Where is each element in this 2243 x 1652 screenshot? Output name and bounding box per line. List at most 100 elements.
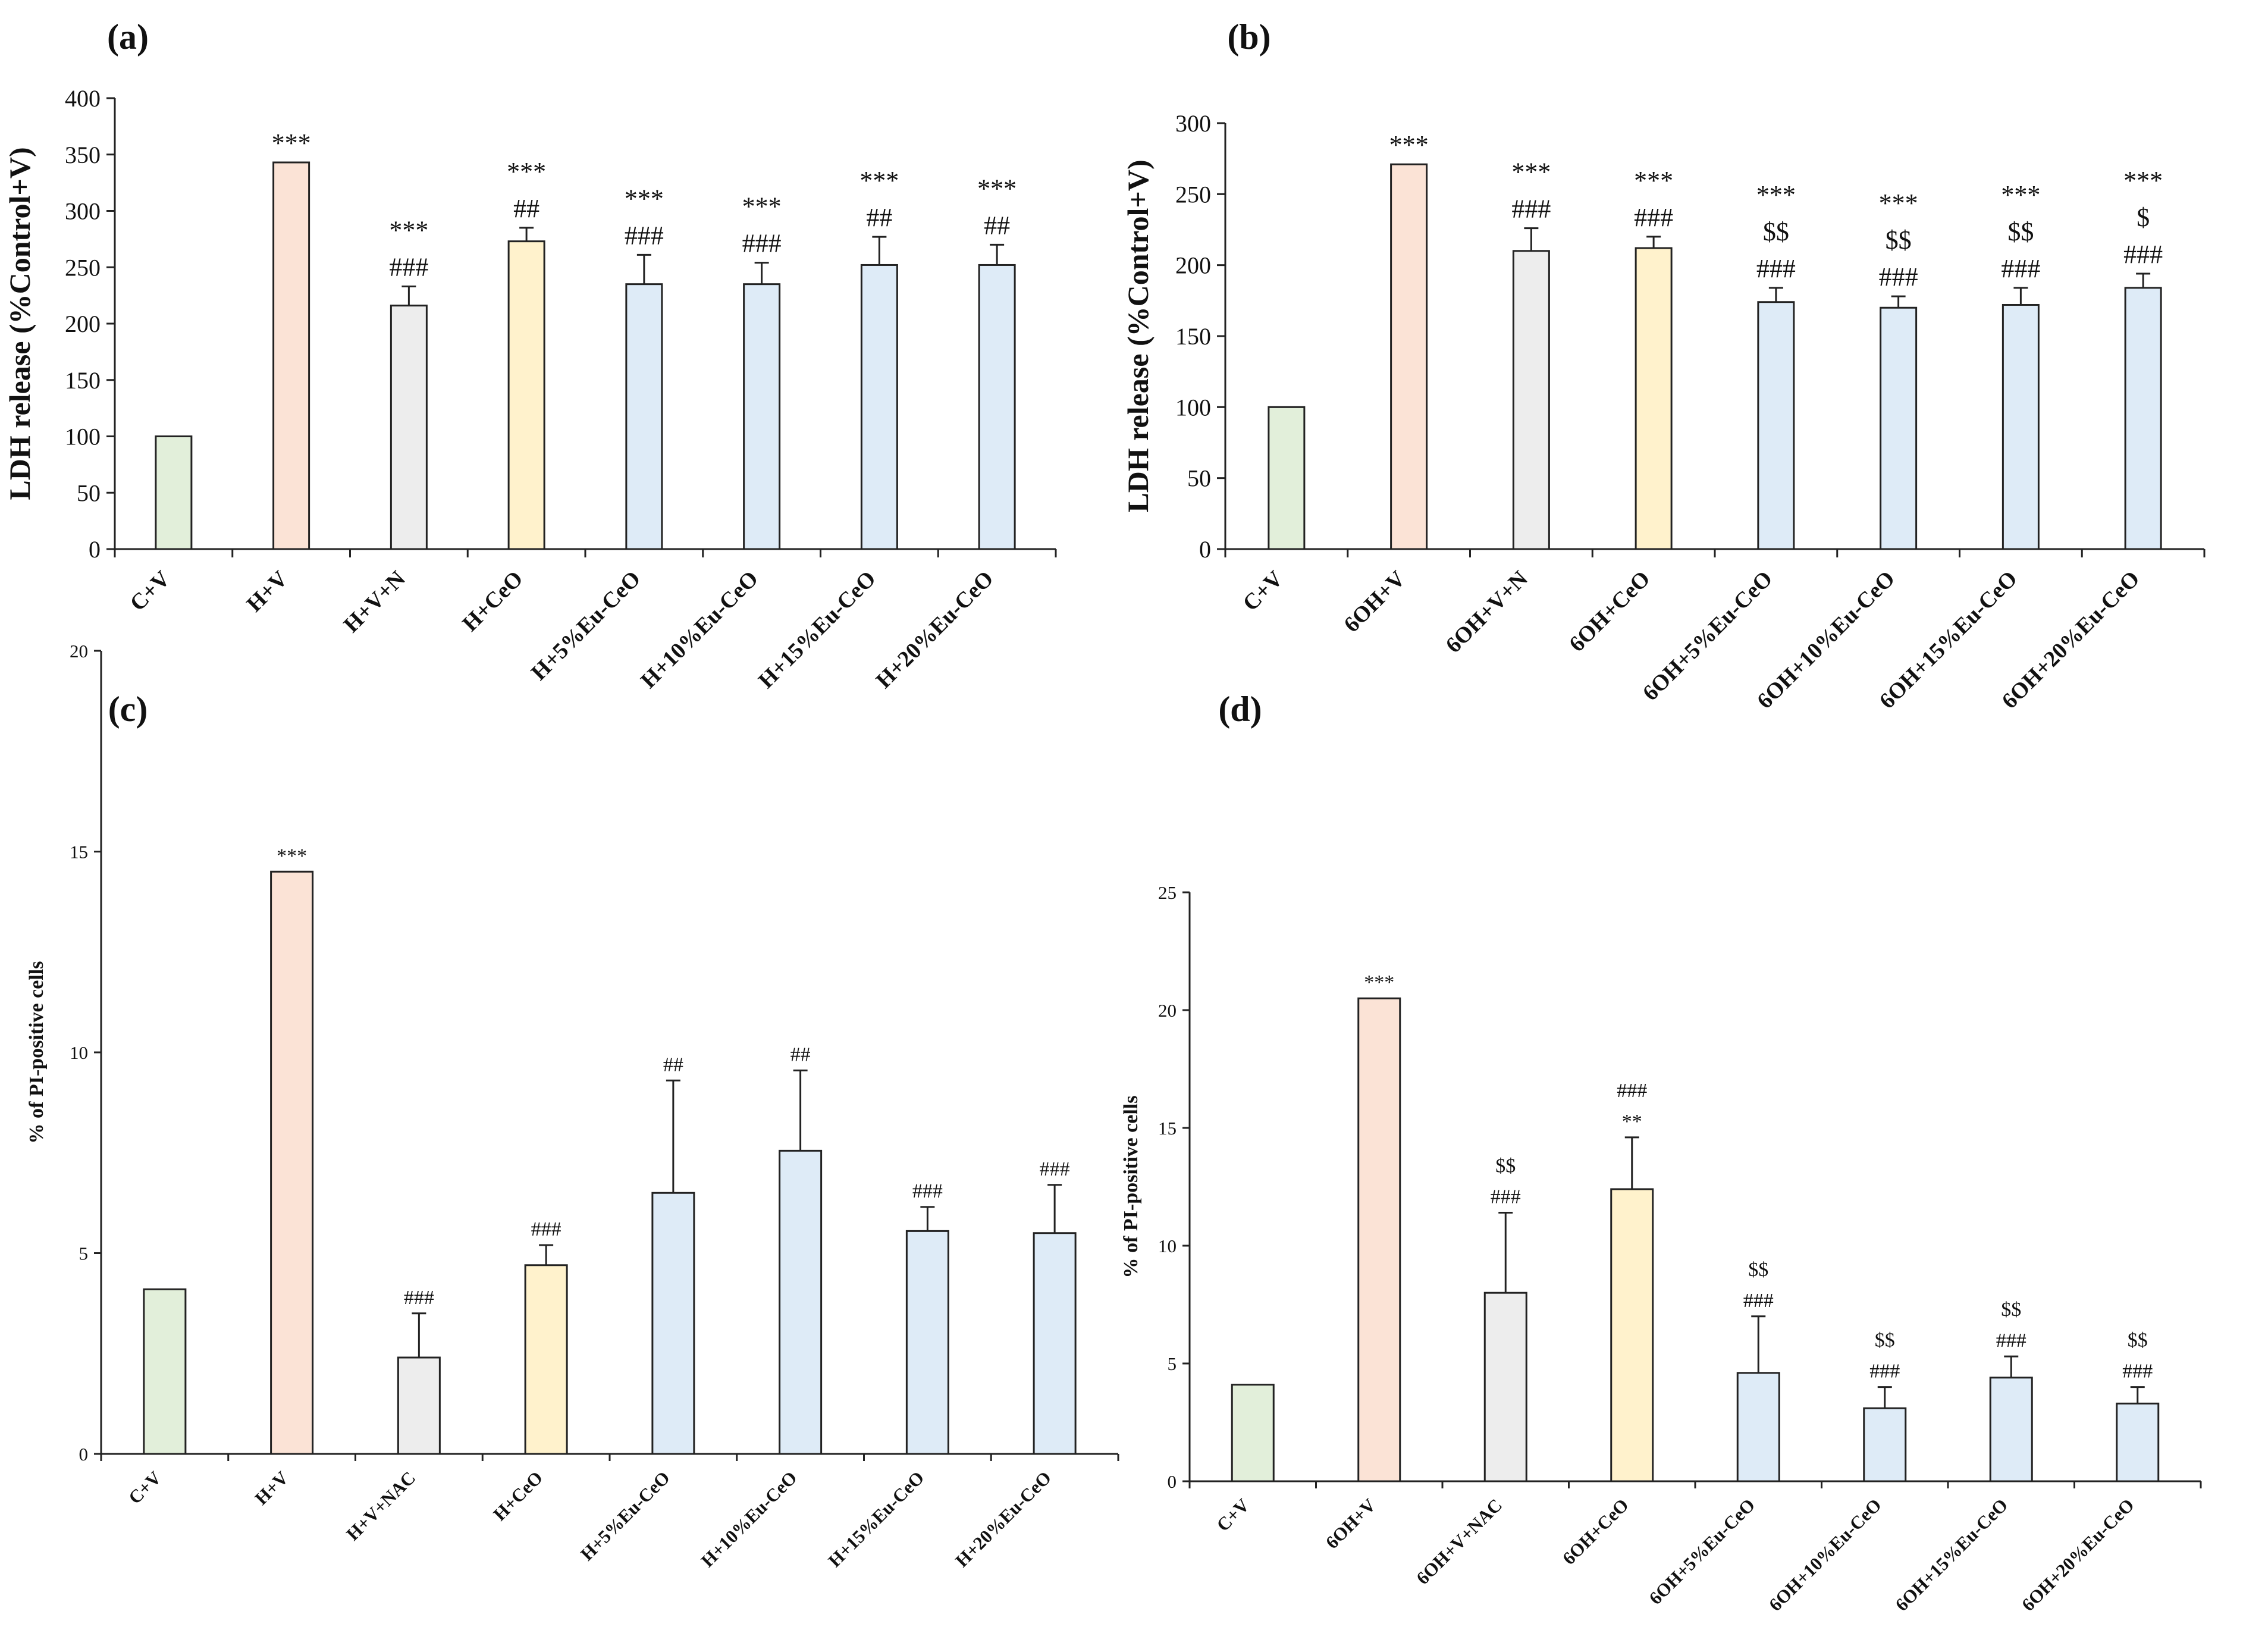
- category-label: H+V: [242, 566, 293, 617]
- bar: [625, 283, 663, 550]
- bar: [1512, 250, 1550, 550]
- significance-label: ##: [984, 211, 1010, 240]
- significance-label: ###: [625, 221, 664, 250]
- category-label: H+15%Eu-CeO: [754, 566, 881, 694]
- y-axis-title: LDH release (%Control+V): [3, 147, 36, 500]
- bar: [743, 283, 781, 550]
- panel-label: (d): [1218, 689, 1262, 729]
- y-tick-label: 5: [1168, 1353, 1177, 1374]
- y-tick-label: 200: [1175, 252, 1211, 279]
- bar: [1989, 1377, 2033, 1482]
- y-tick-label: 150: [1175, 323, 1211, 350]
- significance-label: $$: [1875, 1330, 1895, 1352]
- category-label: 6OH+10%Eu-CeO: [1752, 566, 1900, 714]
- significance-label: $$: [1495, 1155, 1516, 1177]
- significance-label: ###: [1743, 1290, 1774, 1312]
- significance-label: $$: [1763, 217, 1789, 246]
- significance-label: ###: [912, 1180, 943, 1202]
- significance-label: ***: [1364, 971, 1394, 993]
- significance-label: $$: [2128, 1330, 2148, 1352]
- category-label: H+V+N: [339, 566, 410, 638]
- significance-label: ***: [277, 845, 307, 867]
- bar: [779, 1149, 823, 1455]
- y-tick-label: 200: [65, 311, 101, 337]
- significance-label: ###: [1879, 262, 1918, 291]
- significance-label: ###: [1617, 1080, 1647, 1102]
- significance-label: $$: [2001, 1299, 2021, 1321]
- bar: [1033, 1232, 1077, 1455]
- significance-label: ###: [1511, 195, 1551, 224]
- category-label: H+CeO: [489, 1467, 547, 1525]
- bar: [1357, 997, 1401, 1482]
- significance-label: ##: [513, 194, 539, 223]
- bar: [1231, 1384, 1275, 1482]
- category-label: H+V: [250, 1467, 293, 1509]
- y-tick-label: 25: [1158, 882, 1177, 903]
- y-tick-label: 10: [1158, 1236, 1177, 1256]
- category-label: 6OH+V+N: [1441, 566, 1532, 658]
- category-label: 6OH+CeO: [1564, 566, 1655, 657]
- y-tick-label: 0: [79, 1444, 89, 1465]
- significance-label: ###: [1869, 1361, 1900, 1383]
- y-tick-label: 100: [1175, 394, 1211, 421]
- significance-label: ***: [977, 174, 1017, 203]
- y-tick-label: 15: [1158, 1118, 1177, 1139]
- bar: [397, 1356, 441, 1455]
- bar: [155, 435, 193, 550]
- bar: [1483, 1291, 1527, 1482]
- significance-label: ##: [866, 203, 892, 232]
- significance-label: $$: [1748, 1259, 1768, 1281]
- panel-label: (b): [1227, 17, 1270, 57]
- significance-label: $$: [2007, 217, 2034, 246]
- category-label: H+V+NAC: [342, 1467, 419, 1544]
- category-label: 6OH+15%Eu-CeO: [1875, 566, 2022, 714]
- y-axis-title: % of PI-positive cells: [26, 961, 48, 1144]
- y-tick-label: 20: [70, 641, 88, 662]
- category-label: 6OH+V: [1339, 566, 1410, 637]
- category-label: 6OH+V: [1322, 1494, 1381, 1553]
- significance-label: $: [2137, 203, 2150, 232]
- category-label: 6OH+5%Eu-CeO: [1645, 1494, 1759, 1609]
- y-tick-label: 400: [65, 85, 101, 112]
- significance-label: ###: [2122, 1361, 2153, 1383]
- bar: [1610, 1188, 1654, 1482]
- significance-label: ***: [2001, 180, 2040, 209]
- significance-label: ##: [663, 1054, 683, 1076]
- significance-label: ***: [1879, 189, 1918, 218]
- category-label: 6OH+V+NAC: [1412, 1494, 1506, 1588]
- category-label: 6OH+20%Eu-CeO: [2018, 1494, 2138, 1615]
- category-label: H+20%Eu-CeO: [951, 1467, 1055, 1571]
- category-label: H+5%Eu-CeO: [526, 566, 645, 685]
- category-label: 6OH+5%Eu-CeO: [1638, 566, 1778, 706]
- bar: [270, 870, 314, 1455]
- significance-label: $$: [1886, 225, 1912, 255]
- significance-label: ###: [1996, 1330, 2026, 1352]
- bar: [272, 161, 310, 550]
- category-label: H+20%Eu-CeO: [871, 566, 999, 694]
- significance-label: ***: [507, 157, 546, 186]
- y-tick-label: 300: [1175, 110, 1211, 137]
- significance-label: ###: [1040, 1158, 1070, 1180]
- panel-label: (c): [108, 689, 148, 729]
- bar: [1757, 301, 1795, 550]
- significance-label: ***: [1756, 180, 1796, 209]
- bar: [860, 264, 898, 550]
- y-tick-label: 0: [89, 536, 101, 563]
- significance-label: ###: [1634, 203, 1673, 232]
- category-label: H+10%Eu-CeO: [697, 1467, 801, 1571]
- bar: [1635, 247, 1673, 550]
- bar: [905, 1230, 949, 1455]
- y-tick-label: 0: [1168, 1471, 1177, 1492]
- category-label: 6OH+CeO: [1558, 1494, 1633, 1569]
- significance-label: ***: [2123, 166, 2163, 195]
- significance-label: ***: [1511, 158, 1551, 187]
- bar: [2124, 287, 2162, 550]
- category-label: 6OH+20%Eu-CeO: [1997, 566, 2144, 714]
- y-tick-label: 250: [1175, 181, 1211, 208]
- chart-panel-c: (c) % of PI-positive cells 0 5 10 15 20 C+V *** H…: [26, 641, 1119, 1571]
- y-tick-label: 50: [1187, 465, 1211, 492]
- bar: [978, 264, 1016, 550]
- significance-label: ###: [2123, 240, 2163, 269]
- category-label: C+V: [1238, 566, 1288, 616]
